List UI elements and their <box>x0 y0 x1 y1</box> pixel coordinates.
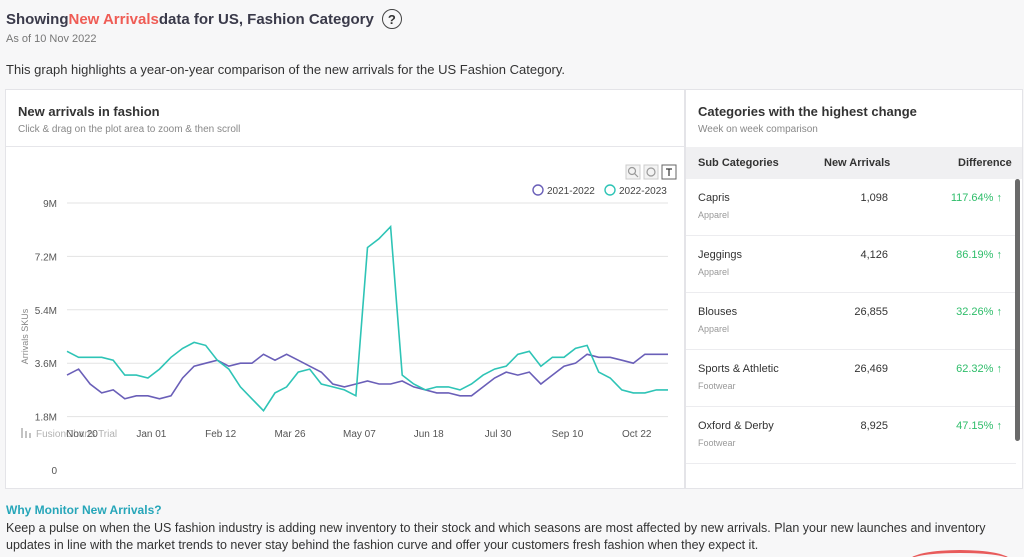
x-tick-label: Feb 12 <box>205 429 237 440</box>
chart-grid <box>67 202 668 418</box>
watermark: FusionCharts Trial <box>21 428 117 440</box>
row-difference: 62.32% ↑ <box>956 363 1002 375</box>
x-tick-label: Oct 22 <box>622 429 652 440</box>
y-tick-label: 9M <box>43 199 57 210</box>
zoom-in-icon[interactable] <box>625 164 641 180</box>
row-arrivals: 8,925 <box>860 420 888 432</box>
y-tick-label: 7.2M <box>35 252 57 263</box>
line-chart[interactable]: 2021-2022 2022-2023 0 1.8M 3.6M 5.4M 7.2M 9M Ar… <box>6 148 684 489</box>
categories-panel: Categories with the highest change Week … <box>685 89 1023 489</box>
page-description: This graph highlights a year-on-year com… <box>6 62 566 77</box>
table-row[interactable]: Sports & Athletic Footwear 26,469 62.32% ↑ <box>686 350 1016 407</box>
row-subcategory: Oxford & Derby <box>698 420 774 432</box>
row-arrivals: 1,098 <box>860 192 888 204</box>
x-tick-label: Jan 01 <box>136 429 166 440</box>
as-of-date: As of 10 Nov 2022 <box>6 33 97 45</box>
row-difference: 86.19% ↑ <box>956 249 1002 261</box>
row-group: Apparel <box>698 324 730 334</box>
row-group: Footwear <box>698 381 736 391</box>
row-subcategory: Blouses <box>698 306 738 318</box>
legend-item-2022-2023[interactable]: 2022-2023 <box>604 184 667 197</box>
footer-section: Why Monitor New Arrivals? Keep a pulse o… <box>6 503 1016 554</box>
page-header: Showing New Arrivals data for US, Fashio… <box>6 9 402 45</box>
row-arrivals: 26,469 <box>854 363 888 375</box>
x-tick-label: Sep 10 <box>552 429 584 440</box>
y-tick-label: 3.6M <box>35 359 57 370</box>
title-highlight: New Arrivals <box>68 10 159 28</box>
row-subcategory: Sports & Athletic <box>698 363 779 375</box>
row-difference: 117.64% ↑ <box>950 192 1002 204</box>
x-tick-label: Mar 26 <box>274 429 306 440</box>
table-row[interactable]: Capris Apparel 1,098 117.64% ↑ <box>686 179 1016 236</box>
categories-header: Categories with the highest change Week … <box>686 90 1022 147</box>
x-tick-label: Nov 20 <box>66 429 98 440</box>
row-arrivals: 4,126 <box>860 249 888 261</box>
y-tick-label: 5.4M <box>35 306 57 317</box>
chart-toolbar <box>625 164 677 180</box>
x-tick-label: May 07 <box>343 429 376 440</box>
y-tick-label: 1.8M <box>35 413 57 424</box>
legend-item-2021-2022[interactable]: 2021-2022 <box>532 184 595 197</box>
legend-label: 2021-2022 <box>547 186 595 197</box>
chart-title: New arrivals in fashion <box>18 104 160 119</box>
y-tick-label: 0 <box>51 466 57 477</box>
row-subcategory: Capris <box>698 192 730 204</box>
table-row[interactable]: Blouses Apparel 26,855 32.26% ↑ <box>686 293 1016 350</box>
table-row[interactable]: Jeggings Apparel 4,126 86.19% ↑ <box>686 236 1016 293</box>
categories-title: Categories with the highest change <box>698 104 917 119</box>
column-header-arrivals[interactable]: New Arrivals <box>824 157 891 169</box>
categories-subtitle: Week on week comparison <box>698 124 818 135</box>
series-line-2021-2022[interactable] <box>66 353 668 400</box>
table-header: Sub Categories New Arrivals Difference <box>686 147 1022 179</box>
title-suffix: data for US, Fashion Category <box>158 10 374 28</box>
row-group: Footwear <box>698 438 736 448</box>
chart-panel: New arrivals in fashion Click & drag on … <box>5 89 685 489</box>
reset-icon[interactable] <box>661 164 677 180</box>
legend-label: 2022-2023 <box>619 186 667 197</box>
page-title: Showing New Arrivals data for US, Fashio… <box>6 9 402 29</box>
footer-heading: Why Monitor New Arrivals? <box>6 503 162 517</box>
decorative-curve <box>910 550 1010 557</box>
watermark-text: FusionCharts Trial <box>36 429 117 440</box>
x-tick-label: Jun 18 <box>414 429 444 440</box>
y-axis-label: Arrivals SKUs <box>20 308 30 364</box>
column-header-subcategories[interactable]: Sub Categories <box>698 157 779 169</box>
row-group: Apparel <box>698 210 730 220</box>
y-axis: 0 1.8M 3.6M 5.4M 7.2M 9M Arrivals SKUs <box>20 199 57 477</box>
chart-subtitle: Click & drag on the plot area to zoom & … <box>18 124 241 135</box>
footer-text: Keep a pulse on when the US fashion indu… <box>6 521 986 552</box>
x-axis: Nov 20 Jan 01 Feb 12 Mar 26 May 07 Jun 18 Jul … <box>66 429 652 440</box>
chart-legend: 2021-2022 2022-2023 <box>532 184 667 197</box>
zoom-out-icon[interactable] <box>643 164 659 180</box>
column-header-difference[interactable]: Difference <box>958 157 1012 169</box>
table-row[interactable]: Oxford & Derby Footwear 8,925 47.15% ↑ <box>686 407 1016 464</box>
row-difference: 32.26% ↑ <box>956 306 1002 318</box>
x-tick-label: Jul 30 <box>485 429 512 440</box>
table-scrollbar[interactable] <box>1015 179 1020 441</box>
chart-series <box>66 224 668 412</box>
chart-header: New arrivals in fashion Click & drag on … <box>6 90 684 147</box>
row-arrivals: 26,855 <box>854 306 888 318</box>
row-difference: 47.15% ↑ <box>956 420 1002 432</box>
help-icon[interactable]: ? <box>381 9 402 29</box>
series-line-2022-2023[interactable] <box>66 224 668 412</box>
row-group: Apparel <box>698 267 730 277</box>
row-subcategory: Jeggings <box>698 249 743 261</box>
title-prefix: Showing <box>6 10 69 28</box>
